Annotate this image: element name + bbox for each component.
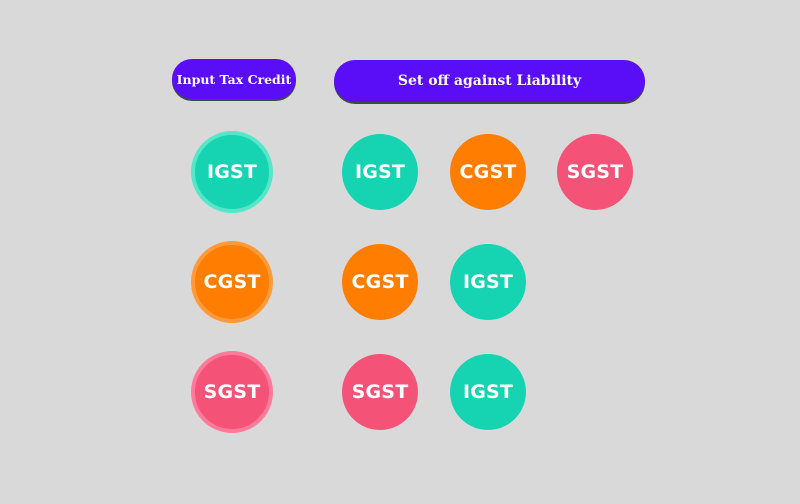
setoff-row1-sgst-coin: SGST [557,134,633,210]
credit-sgst-coin: SGST [191,351,273,433]
input-tax-credit-pill: Input Tax Credit [172,59,296,99]
setoff-row2-cgst-coin: CGST [342,244,418,320]
setoff-row3-igst-coin: IGST [450,354,526,430]
credit-igst-coin: IGST [191,131,273,213]
setoff-row3-sgst-coin: SGST [342,354,418,430]
setoff-row2-igst-coin: IGST [450,244,526,320]
credit-cgst-coin: CGST [191,241,273,323]
setoff-against-liability-pill: Set off against Liability [334,60,645,102]
setoff-row1-cgst-coin: CGST [450,134,526,210]
setoff-row1-igst-coin: IGST [342,134,418,210]
